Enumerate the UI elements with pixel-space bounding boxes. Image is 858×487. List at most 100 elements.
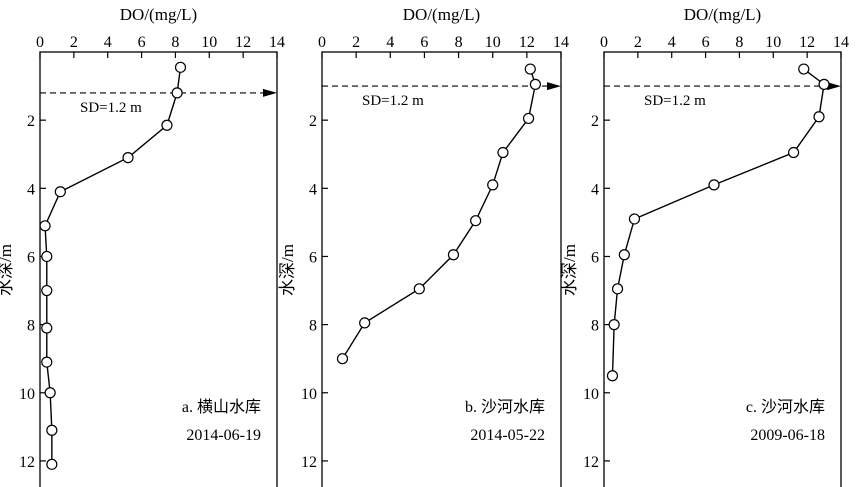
data-point xyxy=(611,283,624,295)
x-tick-label: 14 xyxy=(833,34,849,51)
data-point xyxy=(708,179,720,191)
series-line xyxy=(44,67,182,465)
x-tick-label: 6 xyxy=(138,34,146,51)
plot-frame xyxy=(321,51,562,487)
data-point xyxy=(787,146,800,159)
x-axis-title: DO/(mg/L) xyxy=(120,5,197,24)
x-tick-label: 4 xyxy=(104,34,112,51)
data-point xyxy=(39,220,51,232)
series-line xyxy=(341,68,537,360)
x-tick-label: 14 xyxy=(269,34,285,51)
data-point xyxy=(413,283,425,295)
data-point xyxy=(41,356,53,368)
y-tick-label: 8 xyxy=(591,318,599,335)
y-axis-title: 水深/m xyxy=(560,244,579,296)
sd-arrowhead xyxy=(547,82,561,91)
x-tick-label: 10 xyxy=(765,34,781,51)
panel-c: DO/(mg/L) 0 2 4 6 8 10 12 14 2 4 6 8 10 12 水深/m SD=1.2 m… xyxy=(560,5,849,487)
data-point xyxy=(122,152,134,164)
y-tick-label: 6 xyxy=(591,249,599,266)
data-point xyxy=(606,370,619,382)
data-point xyxy=(447,249,460,261)
panel-b: DO/(mg/L) 0 2 4 6 8 10 12 14 2 4 6 8 10 12 水深/m SD=1.2 m… xyxy=(278,5,569,487)
sd-label: SD=1.2 m xyxy=(80,100,142,116)
y-tick-label: 6 xyxy=(309,249,317,266)
x-tick-label: 12 xyxy=(235,34,251,51)
panel-label: a. 横山水库 xyxy=(182,398,261,416)
panel-date: 2009-06-18 xyxy=(750,427,825,444)
sd-label: SD=1.2 m xyxy=(644,93,706,109)
plot-frame xyxy=(603,51,842,487)
y-tick-label: 10 xyxy=(301,386,317,403)
data-point xyxy=(818,78,830,90)
data-point xyxy=(524,63,536,75)
y-tick-label: 10 xyxy=(583,386,599,403)
x-tick-label: 4 xyxy=(386,34,394,51)
panel-date: 2014-06-19 xyxy=(186,427,261,444)
y-tick-label: 6 xyxy=(27,249,35,266)
y-axis-title: 水深/m xyxy=(0,244,15,296)
x-tick-label: 2 xyxy=(70,34,78,51)
x-tick-label: 2 xyxy=(352,34,360,51)
data-point xyxy=(813,111,825,123)
data-point xyxy=(628,213,641,225)
x-tick-label: 8 xyxy=(455,34,463,51)
data-point xyxy=(798,63,810,75)
data-point xyxy=(161,119,173,131)
x-tick-label: 0 xyxy=(600,34,608,51)
x-tick-label: 4 xyxy=(668,34,676,51)
data-point xyxy=(359,317,371,329)
panel-a: DO/(mg/L) 0 2 4 6 8 10 12 14 2 4 6 8 10 12 水深/m SD=1.2 m… xyxy=(0,5,285,487)
sd-label: SD=1.2 m xyxy=(362,93,424,109)
x-tick-label: 12 xyxy=(519,34,535,51)
x-axis-title: DO/(mg/L) xyxy=(684,5,761,24)
sd-arrowhead xyxy=(263,88,277,97)
x-tick-label: 8 xyxy=(735,34,743,51)
data-point xyxy=(336,353,349,365)
data-point xyxy=(174,61,187,73)
data-point xyxy=(487,179,499,191)
y-tick-label: 2 xyxy=(591,113,599,130)
data-point xyxy=(54,186,66,198)
data-point xyxy=(44,387,56,399)
data-point xyxy=(46,458,58,470)
y-tick-label: 12 xyxy=(19,454,35,471)
data-point xyxy=(608,319,620,331)
x-tick-label: 6 xyxy=(420,34,428,51)
panel-label: b. 沙河水库 xyxy=(465,398,545,416)
y-tick-label: 2 xyxy=(309,113,317,130)
x-tick-label: 10 xyxy=(201,34,217,51)
y-tick-label: 8 xyxy=(27,318,35,335)
data-point xyxy=(522,112,535,125)
series-line xyxy=(611,68,825,376)
data-point xyxy=(41,322,53,334)
panel-label: c. 沙河水库 xyxy=(746,398,825,416)
y-tick-label: 4 xyxy=(591,181,599,198)
data-point xyxy=(618,249,630,261)
x-tick-label: 10 xyxy=(485,34,501,51)
data-point xyxy=(497,146,509,159)
y-tick-label: 4 xyxy=(309,181,317,198)
panel-date: 2014-05-22 xyxy=(470,427,545,444)
y-tick-label: 12 xyxy=(301,454,317,471)
x-tick-label: 12 xyxy=(799,34,815,51)
y-tick-label: 10 xyxy=(19,386,35,403)
x-tick-label: 0 xyxy=(36,34,44,51)
x-tick-label: 0 xyxy=(318,34,326,51)
y-tick-label: 12 xyxy=(583,454,599,471)
data-point xyxy=(470,215,482,227)
y-tick-label: 8 xyxy=(309,318,317,335)
y-tick-label: 4 xyxy=(27,181,35,198)
x-axis-title: DO/(mg/L) xyxy=(403,5,480,24)
x-tick-label: 14 xyxy=(553,34,569,51)
plot-frame xyxy=(39,51,278,487)
x-tick-label: 8 xyxy=(171,34,179,51)
y-axis-title: 水深/m xyxy=(278,244,297,296)
x-tick-label: 2 xyxy=(634,34,642,51)
data-point xyxy=(41,284,53,297)
y-tick-label: 2 xyxy=(27,113,35,130)
data-point xyxy=(46,424,58,436)
sd-arrowhead xyxy=(827,82,841,91)
data-point xyxy=(529,78,541,90)
